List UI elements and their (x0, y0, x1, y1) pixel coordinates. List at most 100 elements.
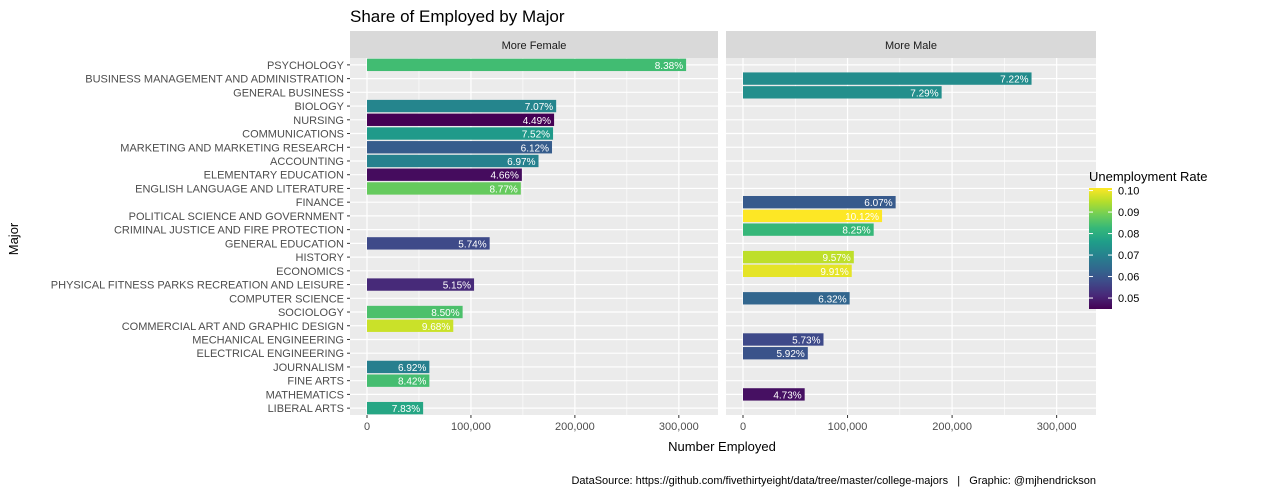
facet-panel: More Male 7.22% 7.29% 6.07% 10.12% 8.25% 9.57%… (726, 31, 1096, 415)
bar-label: 6.07% (864, 198, 892, 209)
legend-tick-label: 0.09 (1118, 207, 1139, 219)
bar-label: 7.29% (910, 88, 938, 99)
facet-strip (350, 31, 718, 58)
bar-label: 5.74% (458, 239, 486, 250)
y-tick-label: COMPUTER SCIENCE (229, 293, 344, 305)
bar-label: 6.97% (507, 157, 535, 168)
bar (367, 374, 430, 387)
bar (743, 347, 808, 360)
bar (367, 99, 557, 113)
y-tick-label: ELEMENTARY EDUCATION (204, 170, 344, 182)
bar (367, 154, 539, 168)
bar (367, 127, 554, 140)
legend-tick-label: 0.10 (1118, 186, 1139, 198)
bar-label: 4.66% (491, 171, 519, 182)
y-axis-title: Major (6, 222, 21, 255)
bar (743, 250, 854, 264)
panel-background (726, 58, 1096, 415)
y-tick-label: BIOLOGY (294, 101, 344, 113)
y-tick-label: MECHANICAL ENGINEERING (192, 334, 344, 346)
bar (743, 292, 850, 305)
y-tick-label: COMMUNICATIONS (242, 129, 344, 141)
y-tick-label: COMMERCIAL ART AND GRAPHIC DESIGN (122, 321, 344, 333)
bar-label: 7.07% (525, 102, 553, 113)
x-axis-ticks: 0 100,000 200,000 300,000 0 100,000 200,000 300… (364, 415, 1077, 433)
bar (743, 195, 896, 209)
legend-tick-label: 0.07 (1118, 250, 1139, 262)
bar (367, 113, 555, 126)
bar (367, 237, 490, 250)
y-tick-label: ENGLISH LANGUAGE AND LITERATURE (135, 183, 344, 195)
bar (367, 305, 463, 319)
x-tick-label: 0 (364, 421, 370, 433)
bar (367, 319, 454, 332)
bar (743, 72, 1032, 85)
panels: More Female 8.38% 7.07% 4.49% 7.52% 6.12% 6.97… (350, 31, 1096, 415)
facet-strip-label: More Male (885, 40, 937, 52)
x-tick-label: 300,000 (659, 421, 699, 433)
y-tick-label: NURSING (293, 115, 344, 127)
bar-label: 7.22% (1000, 75, 1028, 86)
bar (743, 86, 942, 99)
y-tick-label: GENERAL EDUCATION (225, 238, 344, 250)
bar-label: 5.15% (443, 281, 471, 292)
x-tick-label: 100,000 (828, 421, 868, 433)
bar (367, 360, 430, 374)
bar-label: 8.38% (655, 61, 683, 72)
bar-label: 7.83% (392, 404, 420, 415)
bar (367, 141, 553, 154)
bar-label: 8.42% (398, 377, 426, 388)
x-tick-label: 200,000 (932, 421, 972, 433)
bar-label: 6.12% (521, 143, 549, 154)
bar (743, 333, 824, 346)
bar-label: 10.12% (845, 212, 879, 223)
bar-label: 4.73% (773, 390, 801, 401)
y-tick-label: ECONOMICS (276, 266, 344, 278)
y-tick-label: MATHEMATICS (266, 389, 344, 401)
y-tick-label: LIBERAL ARTS (268, 403, 344, 415)
legend-tick-label: 0.06 (1118, 272, 1139, 284)
bar (367, 168, 522, 181)
x-tick-label: 100,000 (451, 421, 491, 433)
y-tick-label: PHYSICAL FITNESS PARKS RECREATION AND LE… (51, 280, 344, 292)
facet-panel: More Female 8.38% 7.07% 4.49% 7.52% 6.12% 6.97… (350, 31, 718, 415)
bar-label: 5.92% (776, 349, 804, 360)
legend-title: Unemployment Rate (1089, 169, 1208, 184)
legend: Unemployment Rate 0.050.060.070.080.090.… (1089, 169, 1208, 309)
bar-label: 9.57% (822, 253, 850, 264)
y-tick-label: POLITICAL SCIENCE AND GOVERNMENT (129, 211, 345, 223)
y-tick-label: CRIMINAL JUSTICE AND FIRE PROTECTION (114, 225, 344, 237)
y-tick-label: GENERAL BUSINESS (233, 87, 344, 99)
bar (743, 209, 883, 223)
legend-tick-label: 0.05 (1118, 293, 1139, 305)
bar-label: 8.77% (489, 184, 517, 195)
facet-strip (726, 31, 1096, 58)
bar-label: 6.32% (818, 294, 846, 305)
bar-label: 4.49% (523, 116, 551, 127)
x-tick-label: 200,000 (555, 421, 595, 433)
bar-label: 7.52% (522, 130, 550, 141)
legend-ticks: 0.05 0.06 0.07 0.08 0.09 0.10 (1089, 186, 1139, 305)
bar (367, 278, 475, 291)
bar (743, 388, 805, 401)
bar (367, 401, 424, 415)
bar (367, 182, 521, 195)
bar (743, 264, 852, 278)
x-tick-label: 300,000 (1037, 421, 1077, 433)
y-tick-label: FINE ARTS (287, 376, 344, 388)
y-tick-label: BUSINESS MANAGEMENT AND ADMINISTRATION (85, 74, 344, 86)
bar-label: 9.68% (422, 322, 450, 333)
y-tick-label: SOCIOLOGY (278, 307, 345, 319)
legend-tick-label: 0.08 (1118, 229, 1139, 241)
y-tick-label: PSYCHOLOGY (267, 60, 345, 72)
legend-colorbar (1089, 188, 1112, 309)
x-tick-label: 0 (740, 421, 746, 433)
y-axis-labels: PSYCHOLOGY BUSINESS MANAGEMENT AND ADMINI… (51, 60, 350, 415)
chart-title: Share of Employed by Major (350, 7, 565, 26)
y-tick-label: ELECTRICAL ENGINEERING (196, 348, 344, 360)
bar (743, 223, 874, 236)
caption: DataSource: https://github.com/fivethirt… (571, 475, 1096, 487)
bar (367, 58, 687, 72)
